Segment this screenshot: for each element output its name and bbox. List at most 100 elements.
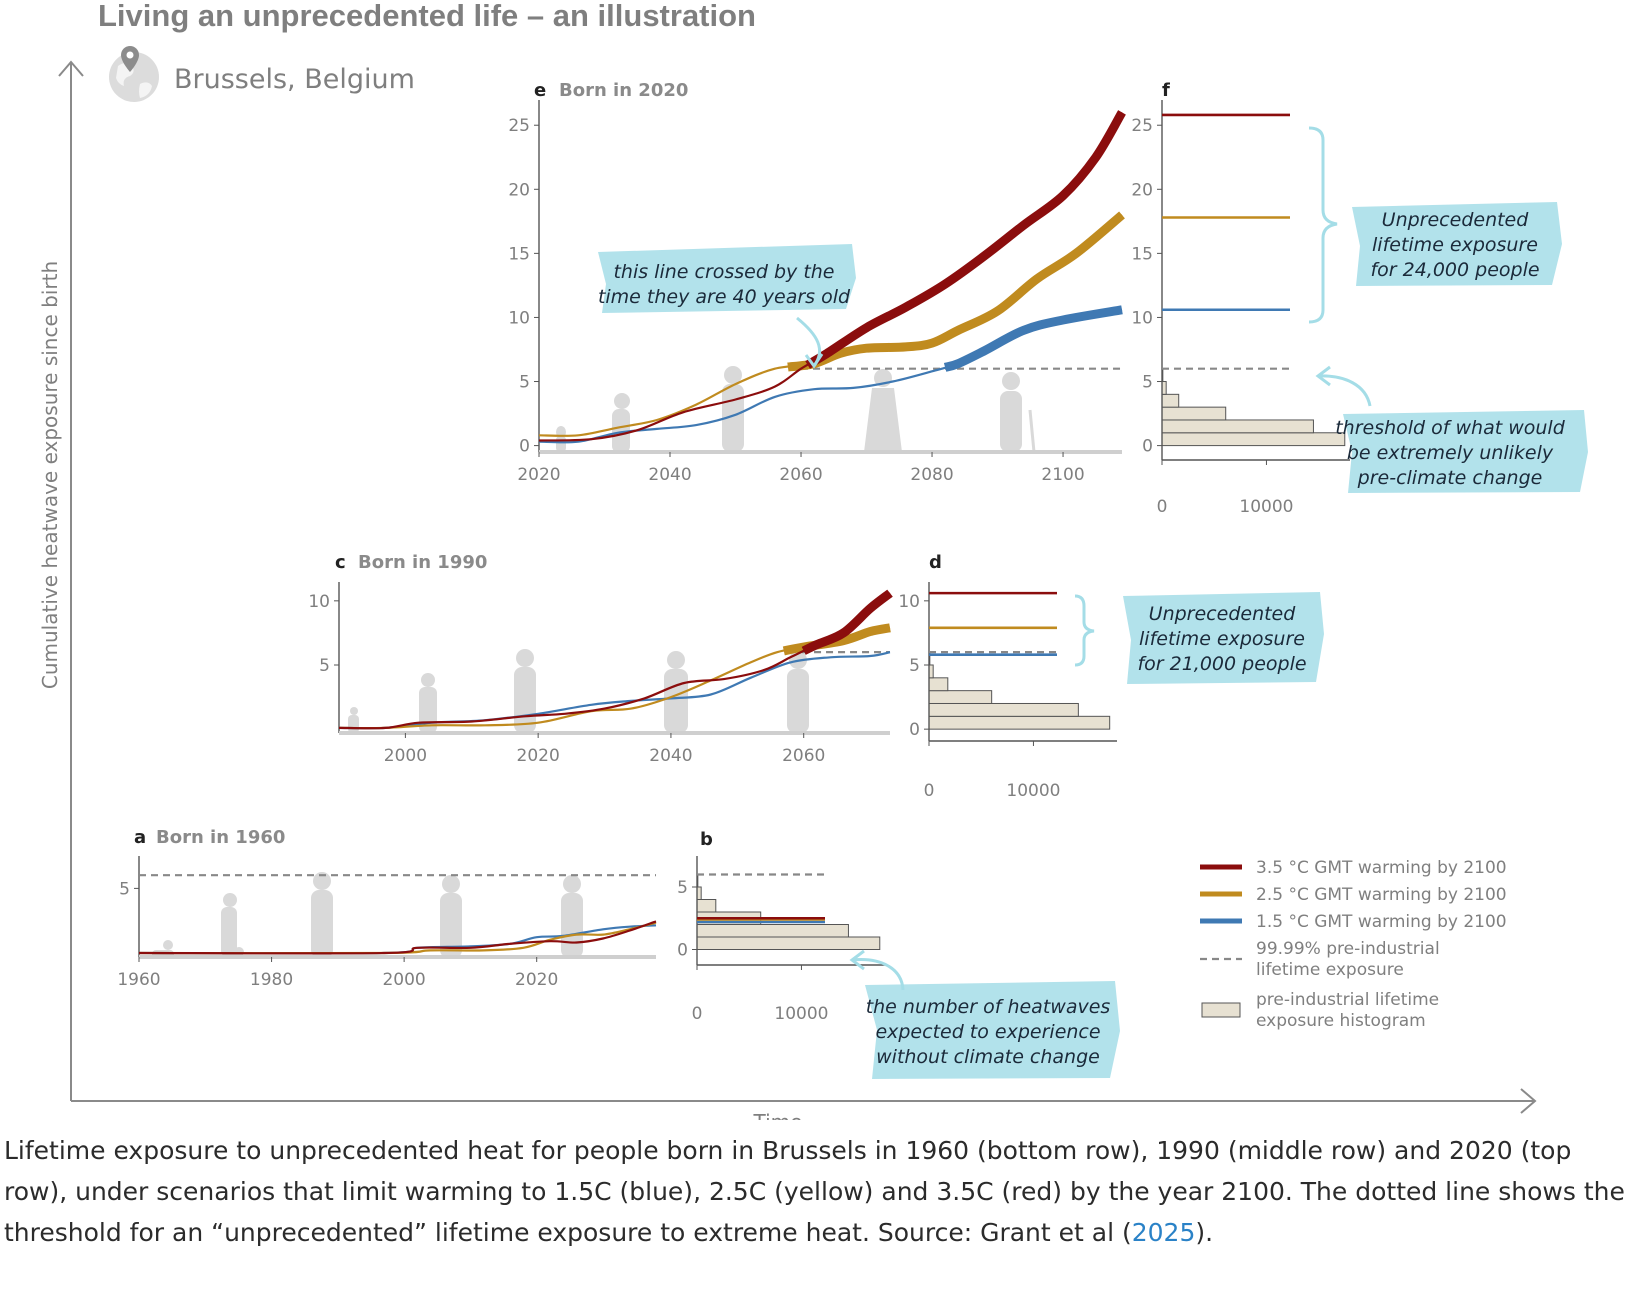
globe-location-icon [109,46,159,102]
panel-f-ytick-label: 5 [1142,373,1153,393]
panel-f-hist-bar [1161,393,1180,408]
caption-end: ). [1195,1218,1214,1247]
panel-c-xtick-label: 2000 [384,746,427,766]
panel-c-xtick-label: 2060 [782,746,825,766]
annotation-f-line1: Unprecedented [1382,209,1530,231]
annotation-crossed-line1: this line crossed by the [613,261,834,283]
panel-d-ytick-label: 0 [909,720,920,740]
panel-c-ytick-label: 10 [308,592,330,612]
annotation-f-line3: for 24,000 people [1370,259,1539,281]
annotation-threshold-line3: pre-climate change [1357,467,1543,489]
panel-a-xtick-label: 1980 [250,970,293,990]
panel-d-hist-bar [928,715,1111,730]
annotation-threshold-line1: threshold of what would [1335,417,1565,439]
panel-e-ytick-label: 25 [508,116,530,136]
legend-swatch-histogram [1201,1002,1241,1018]
panel-a-title: Born in 1960 [156,827,285,848]
annotation-threshold: threshold of what would be extremely unl… [1315,365,1588,493]
panel-c-title: Born in 1990 [358,552,487,573]
annotation-crossed-line2: time they are 40 years old [598,286,851,308]
panel-a-xtick-label: 1960 [117,970,160,990]
panel-f-letter: f [1162,80,1170,101]
panel-b-letter: b [700,829,713,850]
annotation-b-line1: the number of heatwaves [866,996,1111,1018]
panel-f-ytick-label: 20 [1131,180,1153,200]
panel-e-ytick-label: 20 [508,180,530,200]
panel-e: e Born in 2020 0 5 10 15 20 25 2020 2040 2060 208… [508,80,1126,485]
panel-e-ytick-label: 15 [508,244,530,264]
panel-e-xtick-label: 2060 [779,465,822,485]
panel-a-series-red [138,920,657,955]
panel-d-hist-bar [928,690,993,704]
panel-d-xtick-label: 10000 [1006,781,1060,801]
panel-e-xtick-label: 2100 [1041,465,1084,485]
annotation-f-line2: lifetime exposure [1372,234,1538,256]
panel-f: f 0 5 10 15 20 25 0 10000 [1131,80,1350,517]
legend-label: 99.99% pre-industrial [1256,939,1440,959]
panel-b-ytick-label: 0 [677,941,688,961]
panel-a: a Born in 1960 5 1960 1980 2000 2020 [117,827,657,990]
panel-c-series-yellow-unprecedented [782,623,891,656]
panel-c-ytick-label: 5 [319,656,330,676]
panel-d-hist-bar [928,702,1079,717]
panel-e-series-blue-unprecedented [943,305,1123,372]
panel-e-xtick-label: 2020 [517,465,560,485]
panel-b-xtick-label: 0 [692,1004,703,1024]
caption-text: Lifetime exposure to unprecedented heat … [4,1136,1625,1247]
panel-b-hist-bar [696,936,881,950]
annotation-unprecedented-f: Unprecedented lifetime exposure for 24,0… [1308,126,1562,324]
panel-f-ytick-label: 15 [1131,244,1153,264]
panel-e-ytick-label: 5 [519,373,530,393]
panel-c-series-red-unprecedented [801,589,893,655]
panel-f-ytick-label: 25 [1131,116,1153,136]
panel-c: c Born in 1990 5 10 2000 2020 2040 2060 [308,552,893,766]
annotation-unprecedented-d: Unprecedented lifetime exposure for 21,0… [1074,592,1324,684]
panel-d-letter: d [929,552,942,573]
panel-e-series-red-unprecedented [805,110,1126,369]
annotation-d-line2: lifetime exposure [1139,628,1305,650]
panel-b-hist-bar [696,924,849,938]
caption-source-link[interactable]: 2025 [1131,1218,1196,1247]
panel-a-letter: a [134,827,146,848]
panel-b-ytick-label: 5 [677,878,688,898]
panel-d-ytick-label: 10 [898,592,920,612]
panel-e-xtick-label: 2040 [648,465,691,485]
panel-f-hist-bar [1161,419,1314,434]
y-axis-label: Cumulative heatwave exposure since birth [38,261,62,689]
panel-d: d 0 5 10 0 10000 [898,552,1117,801]
figure-title: Living an unprecedented life – an illust… [98,0,756,33]
panel-c-letter: c [335,552,346,573]
legend-label: 1.5 °C GMT warming by 2100 [1256,912,1507,932]
panel-e-xtick-label: 2080 [910,465,953,485]
annotation-crossed: this line crossed by the time they are 4… [598,244,856,369]
figure: Living an unprecedented life – an illust… [38,0,1588,1120]
panel-a-xtick-label: 2020 [515,970,558,990]
panel-f-xtick-label: 10000 [1239,497,1293,517]
annotation-threshold-line2: be extremely unlikely [1347,442,1554,464]
panel-b-hist-bar [696,899,717,913]
legend-label: 2.5 °C GMT warming by 2100 [1256,885,1507,905]
panel-f-hist-bar [1161,432,1346,447]
panel-a-ytick-label: 5 [119,879,130,899]
annotation-b-line3: without climate change [876,1046,1100,1068]
overall-axes [58,60,1537,1114]
panel-e-series-yellow-unprecedented [787,211,1125,372]
panel-e-letter: e [534,80,546,101]
annotation-number-heatwaves: the number of heatwaves expected to expe… [849,949,1120,1079]
annotation-d-line3: for 21,000 people [1137,653,1306,675]
panel-d-ytick-label: 5 [909,656,920,676]
panel-c-silhouettes [348,649,809,733]
panel-c-xtick-label: 2040 [649,746,692,766]
panel-b: b 0 5 0 10000 [677,829,885,1024]
legend-label: lifetime exposure [1256,960,1404,980]
panel-e-ytick-label: 10 [508,308,530,328]
legend-label: exposure histogram [1256,1011,1426,1031]
panel-c-xtick-label: 2020 [517,746,560,766]
caption: Lifetime exposure to unprecedented heat … [4,1130,1626,1253]
location-label: Brussels, Belgium [174,64,415,95]
panel-d-hist-bar [928,677,949,692]
panel-a-silhouettes [152,872,583,959]
annotation-d-line1: Unprecedented [1149,603,1297,625]
panel-e-silhouettes [556,366,1036,453]
x-axis-label: Time [753,1110,803,1120]
